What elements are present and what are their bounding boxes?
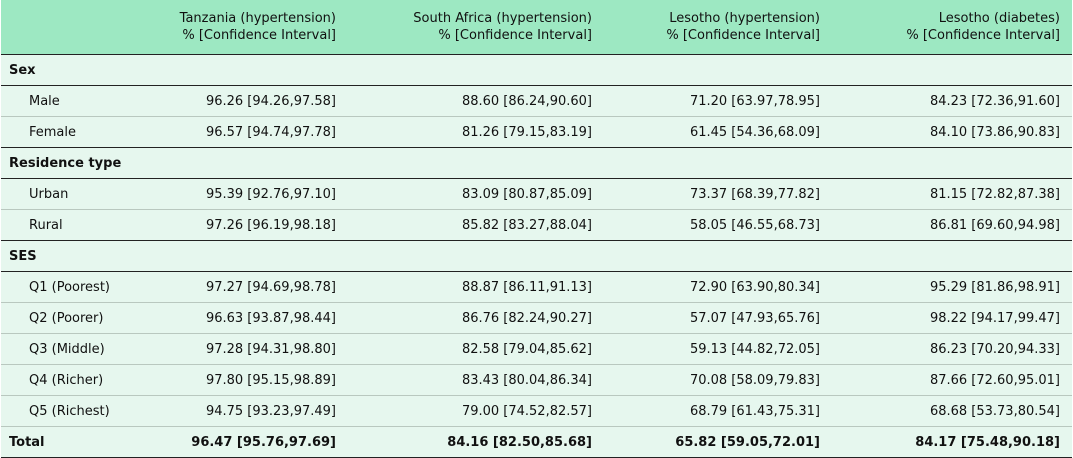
cell-value: 70.08 [58.09,79.83] (689, 372, 820, 388)
cell-value: 81.26 [79.15,83.19] (461, 124, 592, 140)
cell-value: 96.57 [94.74,97.78] (205, 124, 336, 140)
cell-value: 96.47 [95.76,97.69] (191, 434, 336, 450)
cell-value: 84.17 [75.48,90.18] (915, 434, 1060, 450)
header-line2: % [Confidence Interval] (666, 28, 820, 43)
cell-value: 97.26 [96.19,98.18] (205, 217, 336, 233)
cell-value: 61.45 [54.36,68.09] (689, 124, 820, 140)
cell-value: 68.68 [53.73,80.54] (929, 403, 1060, 419)
cell-value: 59.13 [44.82,72.05] (689, 341, 820, 357)
cell-value: 95.29 [81.86,98.91] (929, 279, 1060, 295)
section-row-sex: Sex (1, 55, 1072, 86)
cell-value: 88.87 [86.11,91.13] (461, 279, 592, 295)
cell-value: 81.15 [72.82,87.38] (929, 186, 1060, 202)
section-label: Sex (9, 62, 36, 78)
cell-value: 86.81 [69.60,94.98] (929, 217, 1060, 233)
section-label: SES (9, 248, 37, 264)
cell-value: 97.27 [94.69,98.78] (205, 279, 336, 295)
cell-value: 98.22 [94.17,99.47] (929, 310, 1060, 326)
header-line2: % [Confidence Interval] (182, 28, 336, 43)
table-row-female: Female 96.57 [94.74,97.78] 81.26 [79.15,… (1, 117, 1072, 148)
cell-value: 65.82 [59.05,72.01] (675, 434, 820, 450)
header-south-africa-hypertension: South Africa (hypertension) % [Confidence… (348, 0, 604, 55)
cell-value: 96.63 [93.87,98.44] (205, 310, 336, 326)
cell-value: 79.00 [74.52,82.57] (461, 403, 592, 419)
row-label: Q4 (Richer) (29, 372, 104, 388)
cell-value: 58.05 [46.55,68.73] (689, 217, 820, 233)
cell-value: 84.16 [82.50,85.68] (447, 434, 592, 450)
cell-value: 84.23 [72.36,91.60] (929, 93, 1060, 109)
table-row-q4: Q4 (Richer) 97.80 [95.15,98.89] 83.43 [8… (1, 365, 1072, 396)
section-label: Residence type (9, 155, 122, 171)
header-line1: Lesotho (hypertension) (669, 11, 820, 26)
header-tanzania-hypertension: Tanzania (hypertension) % [Confidence Int… (151, 0, 348, 55)
cell-value: 72.90 [63.90,80.34] (689, 279, 820, 295)
table-row-q2: Q2 (Poorer) 96.63 [93.87,98.44] 86.76 [8… (1, 303, 1072, 334)
row-label: Q3 (Middle) (29, 341, 105, 357)
header-line2: % [Confidence Interval] (438, 28, 592, 43)
row-label: Female (29, 124, 77, 140)
row-label: Male (29, 93, 60, 109)
cell-value: 84.10 [73.86,90.83] (929, 124, 1060, 140)
row-label: Q5 (Richest) (29, 403, 110, 419)
row-label: Q2 (Poorer) (29, 310, 104, 326)
cell-value: 73.37 [68.39,77.82] (689, 186, 820, 202)
table-row-total: Total 96.47 [95.76,97.69] 84.16 [82.50,8… (1, 426, 1072, 458)
cell-value: 83.43 [80.04,86.34] (461, 372, 592, 388)
header-lesotho-diabetes: Lesotho (diabetes) % [Confidence Interval… (832, 0, 1072, 55)
cell-value: 83.09 [80.87,85.09] (461, 186, 592, 202)
table-row-q5: Q5 (Richest) 94.75 [93.23,97.49] 79.00 [… (1, 396, 1072, 427)
cell-value: 86.23 [70.20,94.33] (929, 341, 1060, 357)
table-row-urban: Urban 95.39 [92.76,97.10] 83.09 [80.87,8… (1, 179, 1072, 210)
header-lesotho-hypertension: Lesotho (hypertension) % [Confidence Inte… (604, 0, 832, 55)
cell-value: 57.07 [47.93,65.76] (689, 310, 820, 326)
table-row-q3: Q3 (Middle) 97.28 [94.31,98.80] 82.58 [7… (1, 334, 1072, 365)
row-label: Urban (29, 186, 69, 202)
table-header: Tanzania (hypertension) % [Confidence Int… (1, 0, 1072, 55)
cell-value: 97.28 [94.31,98.80] (205, 341, 336, 357)
header-row: Tanzania (hypertension) % [Confidence Int… (1, 0, 1072, 55)
cell-value: 97.80 [95.15,98.89] (205, 372, 336, 388)
section-row-residence: Residence type (1, 148, 1072, 179)
header-empty-cell (1, 0, 151, 55)
cell-value: 94.75 [93.23,97.49] (205, 403, 336, 419)
header-line1: Lesotho (diabetes) (938, 11, 1060, 26)
cell-value: 85.82 [83.27,88.04] (461, 217, 592, 233)
section-row-ses: SES (1, 241, 1072, 272)
table-row-q1: Q1 (Poorest) 97.27 [94.69,98.78] 88.87 [… (1, 272, 1072, 303)
row-label: Rural (29, 217, 63, 233)
row-label: Total (9, 434, 45, 450)
header-line1: Tanzania (hypertension) (179, 11, 336, 26)
table-row-rural: Rural 97.26 [96.19,98.18] 85.82 [83.27,8… (1, 210, 1072, 241)
cell-value: 68.79 [61.43,75.31] (689, 403, 820, 419)
header-line1: South Africa (hypertension) (413, 11, 592, 26)
row-label: Q1 (Poorest) (29, 279, 110, 295)
table-row-male: Male 96.26 [94.26,97.58] 88.60 [86.24,90… (1, 86, 1072, 117)
cell-value: 87.66 [72.60,95.01] (929, 372, 1060, 388)
cell-value: 88.60 [86.24,90.60] (461, 93, 592, 109)
cell-value: 82.58 [79.04,85.62] (461, 341, 592, 357)
header-line2: % [Confidence Interval] (906, 28, 1060, 43)
table-body: Sex Male 96.26 [94.26,97.58] 88.60 [86.2… (1, 55, 1072, 458)
cell-value: 71.20 [63.97,78.95] (689, 93, 820, 109)
cell-value: 86.76 [82.24,90.27] (461, 310, 592, 326)
cell-value: 95.39 [92.76,97.10] (205, 186, 336, 202)
cell-value: 96.26 [94.26,97.58] (205, 93, 336, 109)
